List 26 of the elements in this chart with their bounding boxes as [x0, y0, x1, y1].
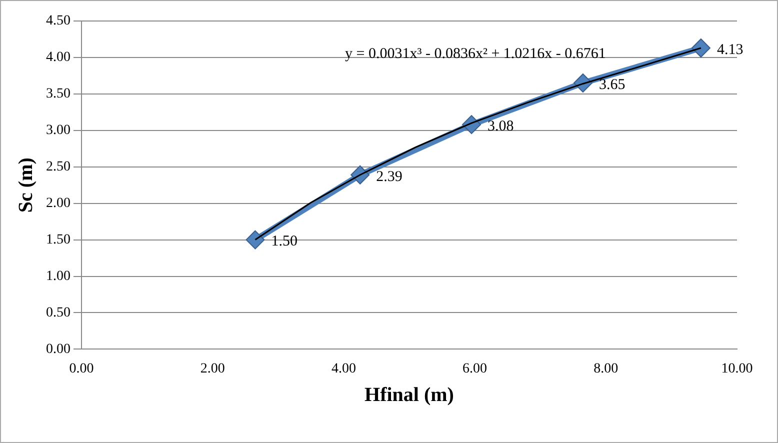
y-tick-label: 4.50	[46, 14, 70, 29]
y-tick-label: 2.50	[46, 160, 70, 175]
y-tick-label: 1.00	[46, 268, 70, 284]
y-tick-label: 1.50	[46, 232, 70, 248]
y-axis-title: Sc (m)	[15, 158, 38, 213]
point	[691, 38, 710, 58]
x-tick-label: 2.00	[200, 361, 225, 376]
x-tick-label: 10.00	[721, 361, 753, 376]
x-tick-label: 0.00	[69, 361, 94, 376]
x-tick-label: 6.00	[462, 361, 488, 376]
data-label: 2.39	[376, 168, 402, 185]
annotation: y = 0.0031x³ - 0.0836x² + 1.0216x - 0.6761	[344, 46, 606, 62]
y-tick-label: 2.00	[46, 196, 70, 212]
data-label: 3.08	[488, 118, 514, 135]
y-tick-label: 3.50	[46, 86, 70, 102]
data-label: 1.50	[271, 234, 298, 250]
x-axis-title: Hfinal (m)	[364, 384, 454, 406]
y-tick-label: 4.00	[46, 50, 70, 66]
data-label: 3.65	[598, 76, 626, 93]
point	[246, 230, 265, 250]
x-tick-label: 4.00	[331, 361, 356, 376]
y-tick-label: 3.00	[46, 123, 70, 138]
data-label: 4.13	[716, 42, 744, 58]
y-tick-label: 0.50	[46, 305, 70, 320]
x-tick-label: 8.00	[594, 361, 618, 376]
y-tick-label: 0.00	[46, 342, 70, 357]
